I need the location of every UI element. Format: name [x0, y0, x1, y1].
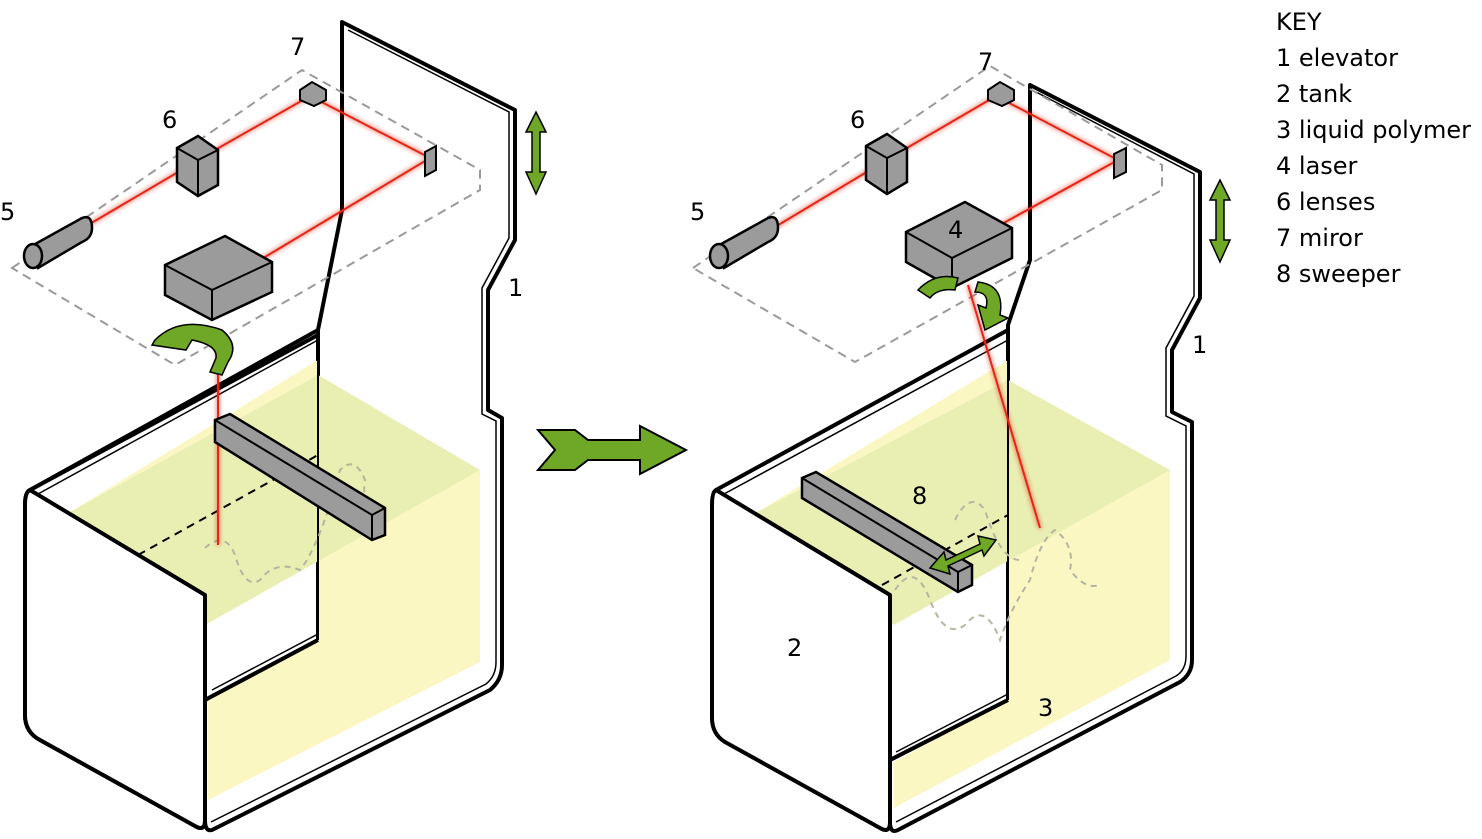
label-laser-source-left: 5: [0, 198, 15, 226]
label-lenses-right: 6: [850, 106, 865, 134]
rotation-arrow-right-2: [973, 281, 1010, 332]
right-diagram: 4 1 2 3 5 6 7 8: [690, 48, 1232, 833]
lenses-left: [175, 134, 220, 198]
tank-right: [710, 328, 1170, 832]
mirror-small-right: [1113, 146, 1127, 180]
label-elevator-right: 1: [1192, 331, 1207, 359]
laser-beam-right: [769, 94, 1121, 529]
key-item-laser: 4 laser: [1276, 152, 1358, 180]
key-item-sweeper: 8 sweeper: [1276, 260, 1401, 288]
left-diagram: 1 5 6 7: [0, 20, 548, 833]
elevator-arrow-right: [1208, 178, 1232, 264]
label-tank-right: 2: [787, 634, 802, 662]
label-elevator-left: 1: [508, 274, 523, 302]
mirror-left: [299, 80, 327, 108]
sweeper-arrow: [928, 535, 998, 576]
mirror-right: [987, 80, 1015, 108]
laser-box-left: [163, 234, 274, 322]
key-legend: KEY 1 elevator 2 tank 3 liquid polymer 4…: [1276, 4, 1471, 292]
lenses-right: [864, 132, 909, 196]
rotation-arrow-right: [916, 275, 959, 300]
key-item-elevator: 1 elevator: [1276, 44, 1398, 72]
label-laser-source-right: 5: [690, 198, 705, 226]
laser-box-right: [904, 200, 1014, 290]
label-liquid-polymer-right: 3: [1038, 694, 1053, 722]
label-mirror-right: 7: [978, 48, 993, 76]
key-item-lenses: 6 lenses: [1276, 188, 1376, 216]
optics-platform-left: [10, 68, 481, 367]
optics-platform-right: [691, 64, 1163, 364]
label-lenses-left: 6: [162, 106, 177, 134]
elevator-arrow-left: [524, 110, 548, 196]
label-laser-right: 4: [948, 216, 963, 244]
laser-source-left: [22, 215, 94, 270]
rotation-arrow-left: [150, 323, 234, 376]
transition-arrow: [535, 424, 689, 476]
key-item-mirror: 7 miror: [1276, 224, 1363, 252]
key-title: KEY: [1276, 8, 1322, 36]
label-mirror-left: 7: [290, 33, 305, 61]
key-item-tank: 2 tank: [1276, 80, 1353, 108]
sweeper-right: [800, 470, 974, 594]
label-sweeper-right: 8: [912, 482, 927, 510]
key-item-liquid-polymer: 3 liquid polymer: [1276, 116, 1472, 144]
mirror-small-left: [424, 144, 437, 178]
sweeper-left: [213, 412, 387, 542]
laser-source-right: [708, 215, 780, 270]
